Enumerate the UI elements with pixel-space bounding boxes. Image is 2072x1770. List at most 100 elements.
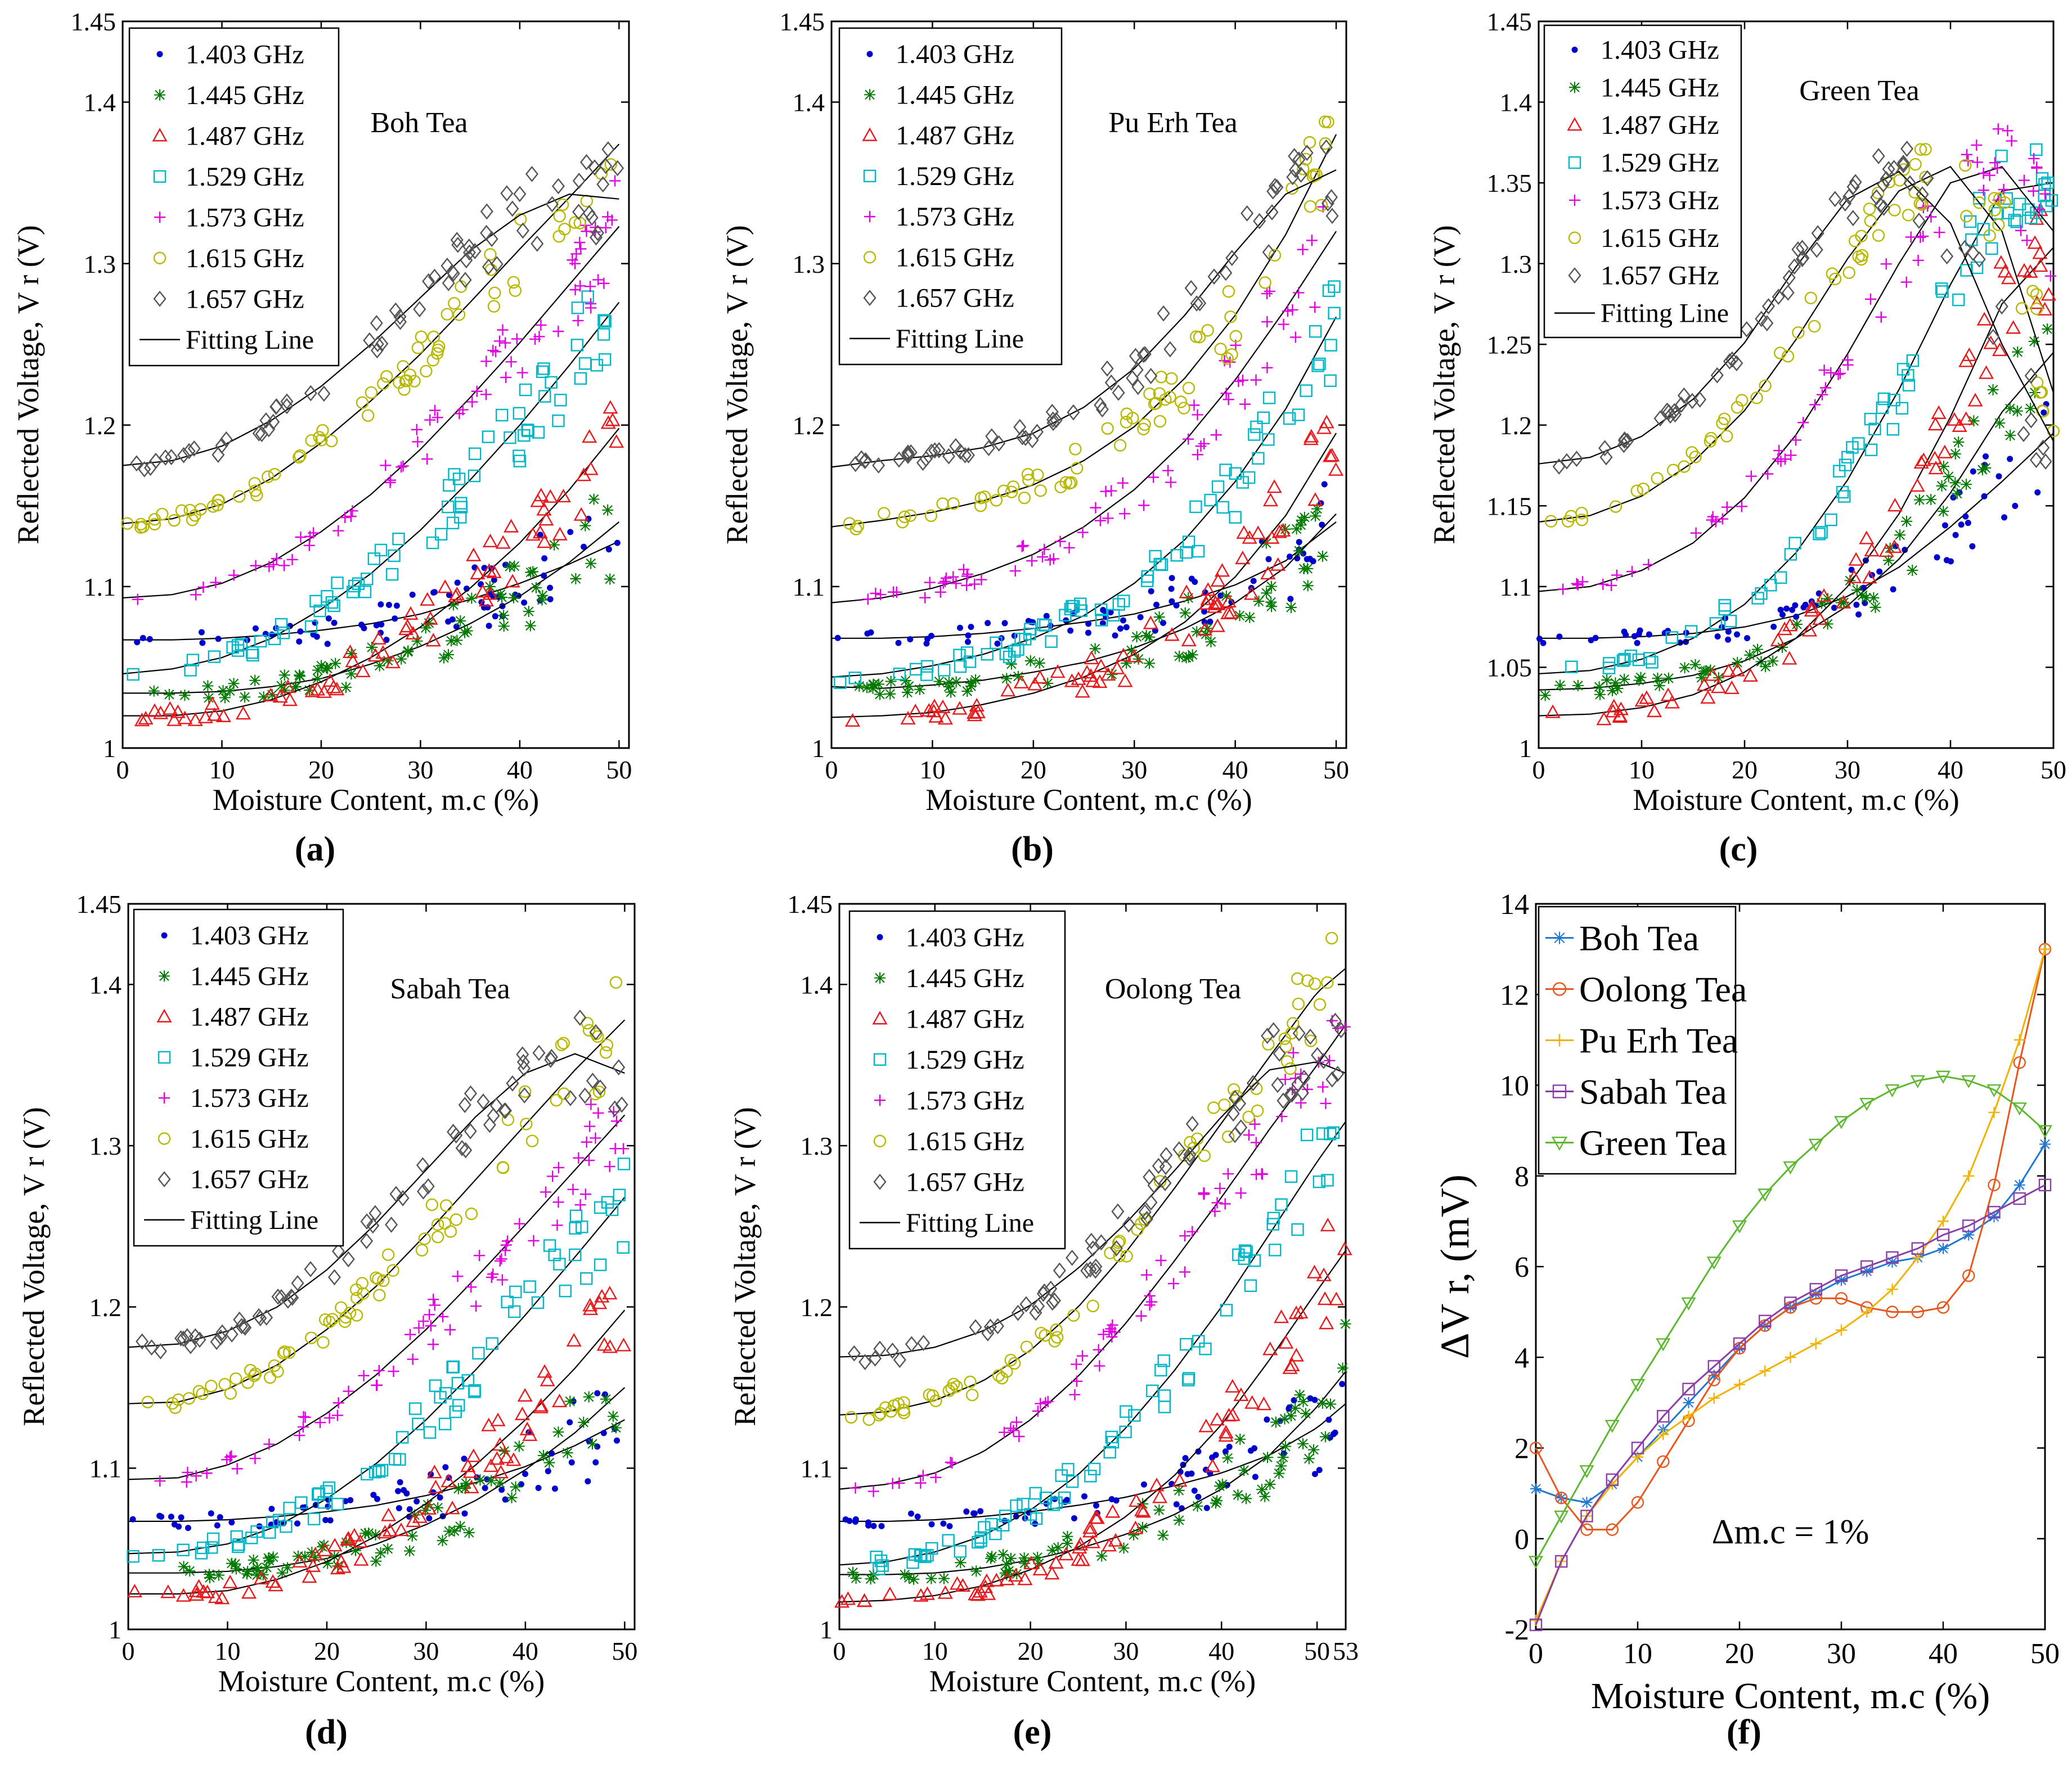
data-point <box>1242 1110 1255 1124</box>
data-point <box>950 578 962 589</box>
data-point <box>485 231 498 247</box>
data-point <box>360 1233 374 1249</box>
data-point <box>1026 555 1038 567</box>
data-point <box>168 514 181 527</box>
data-point <box>1222 1452 1234 1464</box>
data-point <box>1279 1440 1291 1452</box>
data-point <box>1100 485 1112 497</box>
data-point <box>552 415 565 427</box>
data-point <box>1140 1210 1154 1227</box>
legend-item: 1.615 GHz <box>873 1127 1024 1156</box>
data-point <box>1804 599 1820 614</box>
data-point <box>1795 240 1809 256</box>
data-point <box>459 272 472 289</box>
data-point <box>486 1337 498 1350</box>
series-1-487-ghz <box>834 1218 1352 1608</box>
data-point <box>271 1289 285 1305</box>
data-point <box>579 1188 591 1200</box>
data-point <box>1804 291 1818 305</box>
data-point <box>908 1573 920 1585</box>
data-point <box>1226 1443 1233 1450</box>
data-point <box>583 461 599 475</box>
data-point <box>985 428 999 445</box>
data-point <box>1300 1128 1314 1142</box>
data-point <box>314 1417 326 1429</box>
data-point <box>572 173 586 189</box>
data-point <box>215 708 231 722</box>
data-point <box>370 1529 381 1541</box>
data-point <box>572 204 586 220</box>
data-point <box>1836 1324 1847 1336</box>
data-point <box>1184 1471 1191 1478</box>
data-point <box>1120 1250 1133 1263</box>
data-point <box>2001 271 2016 285</box>
y-tick-label: 1 <box>820 1615 833 1644</box>
legend-label: 1.615 GHz <box>1601 223 1719 253</box>
data-point <box>322 1557 334 1569</box>
data-point <box>1705 431 1718 445</box>
data-point <box>1019 633 1032 646</box>
legend-marker <box>1569 82 1580 93</box>
y-tick-label: 1 <box>103 734 116 763</box>
data-point <box>1247 1447 1254 1454</box>
data-point <box>1651 472 1664 485</box>
x-axis-label-f: Moisture Content, m.c (%) <box>1591 1676 1990 1717</box>
data-point <box>1259 276 1271 289</box>
data-point <box>188 1583 204 1597</box>
legend-marker <box>1552 1084 1567 1098</box>
data-point <box>429 1379 442 1392</box>
data-point <box>167 712 182 726</box>
data-point <box>1265 204 1279 220</box>
data-point <box>853 680 865 692</box>
data-point <box>1113 1249 1126 1263</box>
legend-label: Oolong Tea <box>1579 970 1747 1010</box>
data-point <box>1706 1256 1722 1270</box>
data-point <box>218 1378 231 1391</box>
data-point <box>1013 674 1029 688</box>
data-point <box>267 1551 279 1563</box>
data-point <box>954 443 967 460</box>
legend-label: 1.445 GHz <box>186 80 304 110</box>
data-point <box>2032 245 2048 259</box>
data-point <box>426 1465 442 1479</box>
data-point <box>601 1391 608 1398</box>
data-point <box>1084 1470 1097 1483</box>
y-tick-label: 1.3 <box>84 250 116 278</box>
data-point <box>263 687 278 701</box>
legend-marker <box>159 970 170 982</box>
data-point <box>1817 389 1828 400</box>
data-point <box>1976 312 1992 326</box>
data-point <box>1095 614 1108 627</box>
data-point <box>370 342 384 359</box>
data-point <box>154 1343 167 1359</box>
data-point <box>1877 199 1890 216</box>
data-point <box>275 618 288 631</box>
data-point <box>1902 369 1914 382</box>
data-point <box>919 451 933 467</box>
data-point <box>315 434 328 447</box>
data-point <box>1094 1360 1105 1372</box>
legend-marker <box>873 1053 887 1066</box>
data-point <box>997 1549 1009 1561</box>
data-point <box>442 274 455 291</box>
data-point <box>1555 1491 1568 1505</box>
data-point <box>1992 162 2003 174</box>
data-point <box>1851 584 1863 596</box>
data-point <box>596 176 610 193</box>
data-point <box>1129 1493 1144 1507</box>
data-point <box>1143 388 1156 400</box>
data-point <box>195 1547 208 1560</box>
data-point <box>259 412 273 429</box>
data-point <box>1201 619 1208 625</box>
data-point <box>1031 469 1044 481</box>
data-point <box>1040 1397 1051 1409</box>
data-point <box>1919 143 1932 156</box>
data-point <box>1148 588 1154 594</box>
data-point <box>963 655 977 668</box>
data-point <box>1283 412 1296 425</box>
data-point <box>970 674 982 686</box>
data-point <box>942 1384 956 1397</box>
data-point <box>130 455 143 472</box>
data-point <box>385 1217 398 1233</box>
